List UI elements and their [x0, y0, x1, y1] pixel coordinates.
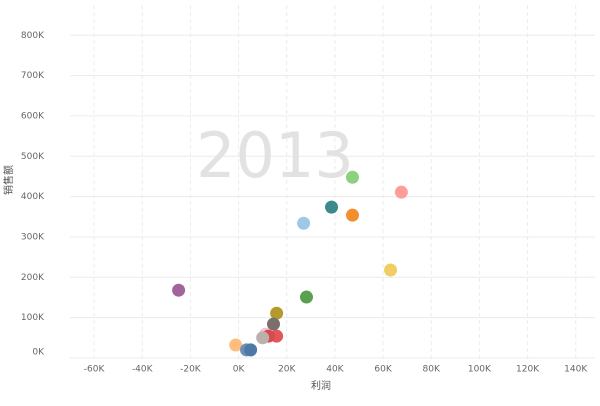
- y-tick-label: 500K: [21, 152, 45, 162]
- x-tick-label: 20K: [278, 365, 296, 375]
- x-axis-title: 利润: [311, 379, 331, 392]
- point: [266, 317, 280, 331]
- x-tick-label: 140K: [564, 365, 588, 375]
- x-tick-label: 60K: [374, 365, 392, 375]
- y-axis-title: 销售额: [2, 165, 15, 195]
- x-tick-label: 40K: [326, 365, 344, 375]
- point: [270, 306, 284, 320]
- year-watermark: 2013: [196, 119, 354, 192]
- y-tick-label: 0K: [32, 348, 45, 358]
- point: [297, 216, 311, 230]
- y-tick-label: 600K: [21, 111, 45, 121]
- point: [256, 331, 270, 345]
- point: [325, 200, 339, 214]
- point: [299, 290, 313, 304]
- point: [244, 343, 258, 357]
- y-tick-label: 700K: [21, 71, 45, 81]
- y-tick-label: 800K: [21, 31, 45, 41]
- x-tick-label: 0K: [233, 365, 246, 375]
- point: [229, 338, 243, 352]
- x-tick-label: 120K: [516, 365, 540, 375]
- point: [384, 263, 398, 277]
- y-tick-label: 100K: [21, 313, 45, 323]
- point: [345, 170, 359, 184]
- y-tick-label: 400K: [21, 192, 45, 202]
- x-tick-label: 80K: [423, 365, 441, 375]
- y-tick-label: 200K: [21, 273, 45, 283]
- x-tick-label: -20K: [180, 365, 202, 375]
- point: [394, 185, 408, 199]
- point: [172, 283, 186, 297]
- x-tick-label: 100K: [468, 365, 492, 375]
- point: [345, 208, 359, 222]
- x-tick-label: -40K: [132, 365, 154, 375]
- x-tick-label: -60K: [84, 365, 106, 375]
- y-tick-label: 300K: [21, 232, 45, 242]
